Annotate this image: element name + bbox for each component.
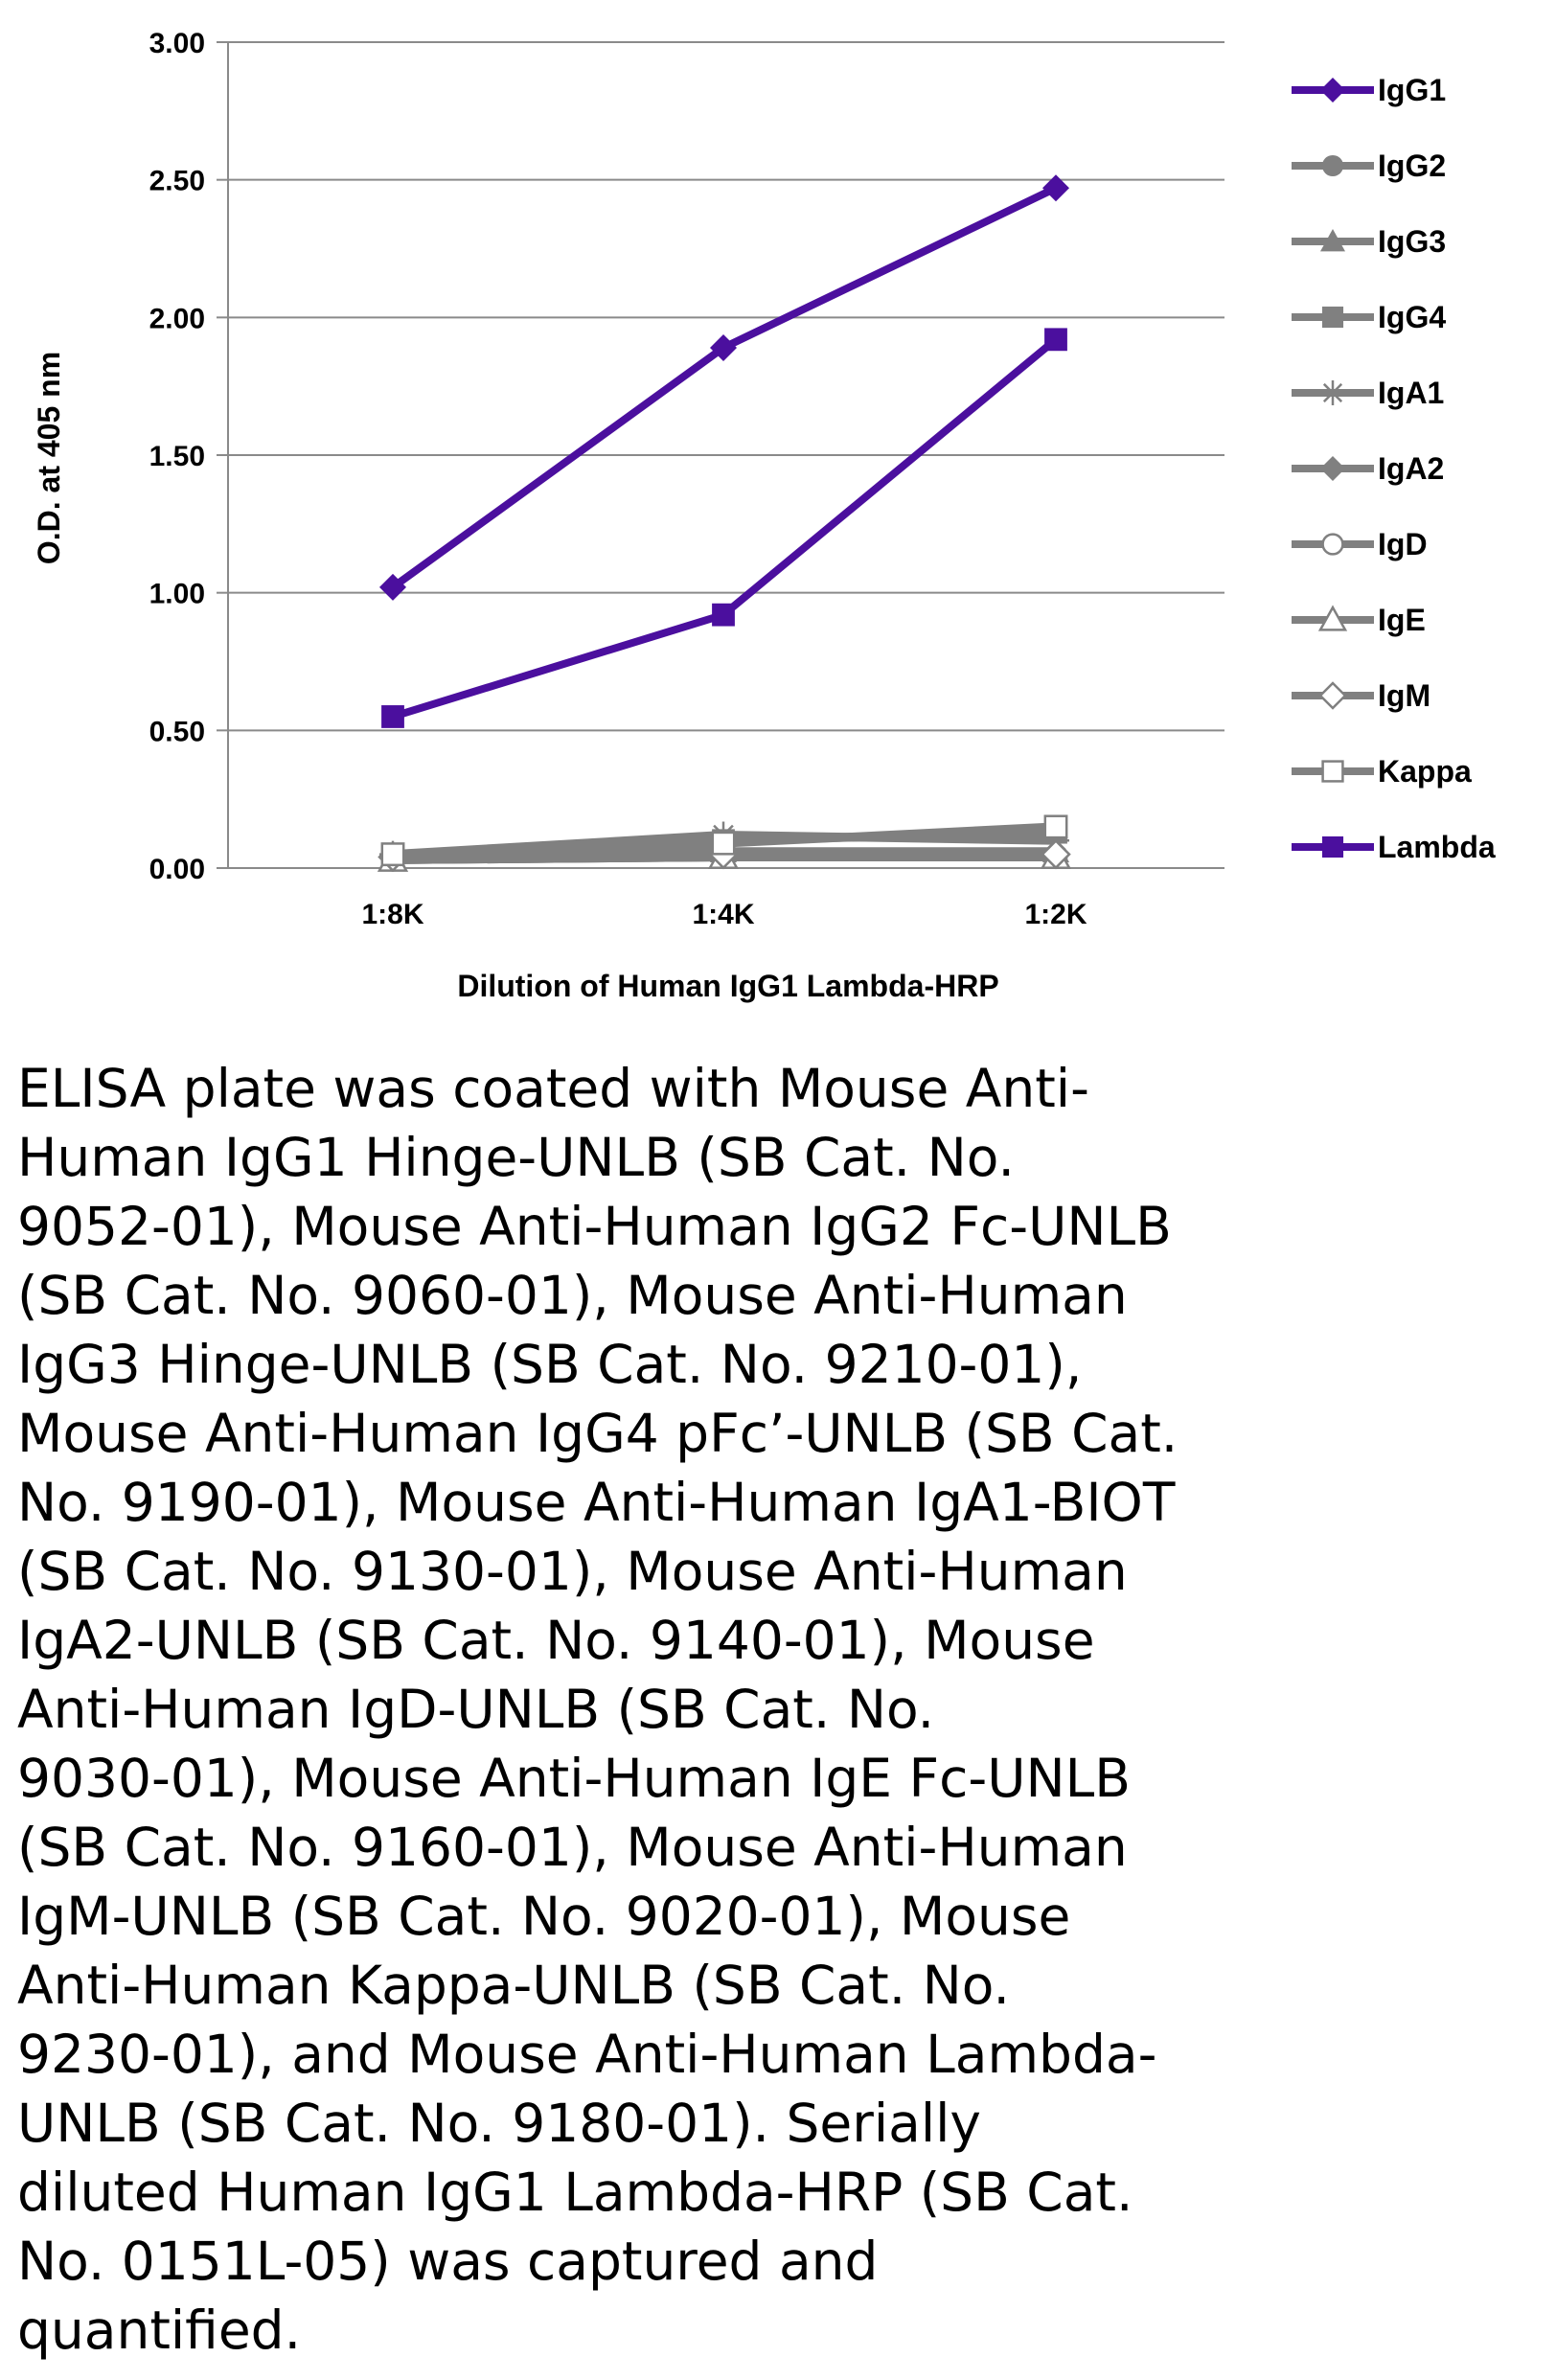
data-point <box>710 333 737 361</box>
caption-line: UNLB (SB Cat. No. 9180-01). Serially <box>17 2093 981 2154</box>
series-line <box>391 336 1059 721</box>
y-tick-label: 2.00 <box>149 303 205 334</box>
y-tick-labels: 0.00 0.50 1.00 1.50 2.00 2.50 3.00 <box>149 28 205 885</box>
caption-line: 9052-01), Mouse Anti-Human IgG2 Fc-UNLB <box>17 1196 1172 1257</box>
gridlines <box>228 41 1224 732</box>
series-igg1 <box>379 174 1069 601</box>
legend-item: IgG1 <box>1292 73 1446 107</box>
data-point <box>381 705 404 728</box>
elisa-line-chart: 0.00 0.50 1.00 1.50 2.00 2.50 3.00 1:8K 1:4K 1:2… <box>32 28 1496 1003</box>
legend-item: IgD <box>1292 527 1428 561</box>
legend-marker <box>1321 306 1344 329</box>
legend-marker <box>1321 533 1344 556</box>
caption-line: No. 9190-01), Mouse Anti-Human IgA1-BIOT <box>17 1472 1176 1533</box>
legend-marker <box>1318 681 1347 710</box>
legend-marker <box>1320 229 1345 252</box>
legend-marker <box>1321 760 1344 783</box>
legend-label: Kappa <box>1378 754 1472 789</box>
caption-line: Mouse Anti-Human IgG4 pFc’-UNLB (SB Cat. <box>17 1403 1178 1464</box>
caption-line: quantified. <box>17 2300 302 2361</box>
y-tick-label: 0.50 <box>149 716 205 747</box>
series-lines <box>377 174 1072 873</box>
caption-line: 9230-01), and Mouse Anti-Human Lambda- <box>17 2024 1157 2085</box>
legend-marker <box>1321 154 1344 177</box>
series-line <box>390 184 1058 591</box>
caption-line: 9030-01), Mouse Anti-Human IgE Fc-UNLB <box>17 1748 1132 1809</box>
legend-marker <box>1321 835 1344 858</box>
legend-marker <box>1320 456 1345 481</box>
caption-line: Anti-Human Kappa-UNLB (SB Cat. No. <box>17 1955 1010 2016</box>
x-tick-label: 1:4K <box>692 899 754 930</box>
y-axis-label: O.D. at 405 nm <box>32 352 66 564</box>
legend: IgG1 IgG2 IgG3 IgG4 IgA1 IgA2 IgD IgE IgM Kappa La… <box>1292 73 1496 864</box>
x-tick-label: 1:2K <box>1024 899 1087 930</box>
legend-item: IgE <box>1292 603 1426 637</box>
legend-label: IgA1 <box>1378 376 1444 410</box>
caption-line: (SB Cat. No. 9060-01), Mouse Anti-Human <box>17 1265 1128 1326</box>
x-axis-label: Dilution of Human IgG1 Lambda-HRP <box>457 969 998 1003</box>
series-lambda <box>381 328 1067 728</box>
legend-item: IgG3 <box>1292 224 1446 259</box>
caption-line: No. 0151L-05) was captured and <box>17 2231 879 2292</box>
legend-item: IgM <box>1292 678 1430 713</box>
legend-item: IgG2 <box>1292 149 1446 183</box>
y-tick-label: 2.50 <box>149 166 205 197</box>
y-tick-label: 0.00 <box>149 854 205 885</box>
data-point <box>1044 328 1067 352</box>
legend-marker <box>1320 380 1345 405</box>
legend-label: Lambda <box>1378 830 1496 864</box>
legend-label: IgD <box>1378 527 1428 561</box>
caption-line: (SB Cat. No. 9160-01), Mouse Anti-Human <box>17 1817 1128 1878</box>
x-tick-labels: 1:8K 1:4K 1:2K <box>361 899 1087 930</box>
caption-line: Anti-Human IgD-UNLB (SB Cat. No. <box>17 1679 935 1740</box>
legend-label: IgA2 <box>1378 451 1444 486</box>
legend-item: IgA1 <box>1292 376 1444 410</box>
data-point <box>379 573 406 601</box>
data-point <box>711 831 736 856</box>
figure-caption: ELISA plate was coated with Mouse Anti- H… <box>17 1054 1512 2365</box>
caption-line: Human IgG1 Hinge-UNLB (SB Cat. No. <box>17 1127 1015 1188</box>
caption-line: IgG3 Hinge-UNLB (SB Cat. No. 9210-01), <box>17 1334 1083 1395</box>
legend-item: Lambda <box>1292 830 1496 864</box>
caption-line: ELISA plate was coated with Mouse Anti- <box>17 1058 1089 1119</box>
legend-label: IgG3 <box>1378 224 1446 259</box>
x-tick-label: 1:8K <box>361 899 423 930</box>
legend-item: IgA2 <box>1292 451 1444 486</box>
data-point <box>380 842 405 867</box>
legend-item: IgG4 <box>1292 300 1446 334</box>
data-point <box>1041 838 1071 870</box>
caption-line: IgM-UNLB (SB Cat. No. 9020-01), Mouse <box>17 1886 1071 1947</box>
legend-label: IgG4 <box>1378 300 1446 334</box>
data-point <box>1043 814 1068 839</box>
caption-line: diluted Human IgG1 Lambda-HRP (SB Cat. <box>17 2162 1133 2223</box>
data-point <box>712 603 735 627</box>
legend-label: IgE <box>1378 603 1426 637</box>
legend-item: Kappa <box>1292 754 1472 789</box>
legend-label: IgG2 <box>1378 149 1446 183</box>
legend-marker <box>1320 78 1345 103</box>
y-tick-label: 3.00 <box>149 28 205 59</box>
legend-marker <box>1317 605 1348 631</box>
y-tick-label: 1.50 <box>149 441 205 472</box>
legend-label: IgM <box>1378 678 1430 713</box>
y-tick-label: 1.00 <box>149 579 205 610</box>
caption-line: (SB Cat. No. 9130-01), Mouse Anti-Human <box>17 1541 1128 1602</box>
caption-line: IgA2-UNLB (SB Cat. No. 9140-01), Mouse <box>17 1610 1095 1671</box>
series-kappa <box>380 814 1068 867</box>
data-point <box>1042 174 1069 202</box>
legend-label: IgG1 <box>1378 73 1446 107</box>
